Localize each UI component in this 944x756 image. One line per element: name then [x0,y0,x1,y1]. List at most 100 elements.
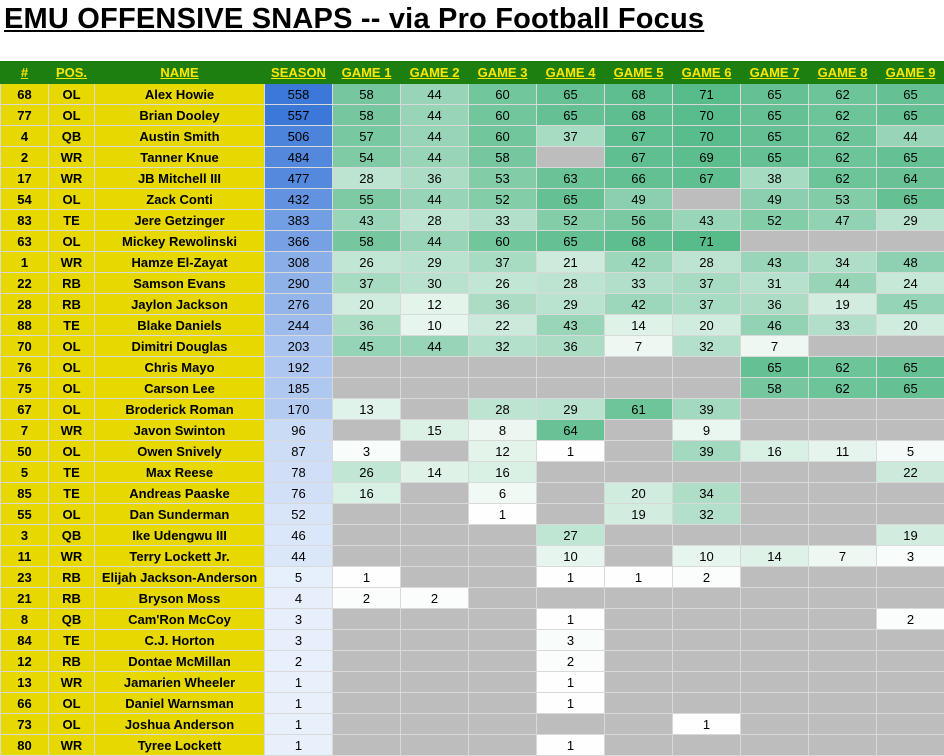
game-snaps-cell[interactable]: 36 [741,294,809,315]
header-game-5[interactable]: GAME 5 [605,62,673,84]
player-name-cell[interactable]: Owen Snively [95,441,265,462]
game-snaps-cell[interactable]: 37 [469,252,537,273]
game-snaps-cell[interactable] [605,546,673,567]
season-total-cell[interactable]: 1 [265,672,333,693]
game-snaps-cell[interactable] [605,672,673,693]
game-snaps-cell[interactable] [877,420,944,441]
game-snaps-cell[interactable]: 28 [537,273,605,294]
game-snaps-cell[interactable]: 65 [877,189,944,210]
player-name-cell[interactable]: Ike Udengwu III [95,525,265,546]
game-snaps-cell[interactable]: 24 [877,273,944,294]
game-snaps-cell[interactable] [401,441,469,462]
game-snaps-cell[interactable]: 19 [877,525,944,546]
game-snaps-cell[interactable]: 22 [469,315,537,336]
game-snaps-cell[interactable]: 60 [469,105,537,126]
game-snaps-cell[interactable]: 65 [877,378,944,399]
game-snaps-cell[interactable]: 52 [537,210,605,231]
player-name-cell[interactable]: Blake Daniels [95,315,265,336]
game-snaps-cell[interactable]: 70 [673,126,741,147]
game-snaps-cell[interactable]: 16 [469,462,537,483]
game-snaps-cell[interactable]: 44 [401,126,469,147]
game-snaps-cell[interactable]: 70 [673,105,741,126]
game-snaps-cell[interactable] [605,462,673,483]
game-snaps-cell[interactable] [877,231,944,252]
game-snaps-cell[interactable] [741,630,809,651]
position-cell[interactable]: OL [49,378,95,399]
season-total-cell[interactable]: 185 [265,378,333,399]
game-snaps-cell[interactable]: 7 [809,546,877,567]
game-snaps-cell[interactable]: 65 [741,126,809,147]
player-name-cell[interactable]: Broderick Roman [95,399,265,420]
game-snaps-cell[interactable]: 14 [605,315,673,336]
game-snaps-cell[interactable]: 21 [537,252,605,273]
player-name-cell[interactable]: Joshua Anderson [95,714,265,735]
season-total-cell[interactable]: 290 [265,273,333,294]
player-name-cell[interactable]: Austin Smith [95,126,265,147]
game-snaps-cell[interactable]: 1 [537,693,605,714]
position-cell[interactable]: WR [49,735,95,756]
game-snaps-cell[interactable]: 67 [605,147,673,168]
jersey-number-cell[interactable]: 88 [1,315,49,336]
game-snaps-cell[interactable] [809,420,877,441]
game-snaps-cell[interactable]: 2 [673,567,741,588]
game-snaps-cell[interactable] [401,525,469,546]
jersey-number-cell[interactable]: 75 [1,378,49,399]
game-snaps-cell[interactable] [809,630,877,651]
game-snaps-cell[interactable]: 60 [469,126,537,147]
position-cell[interactable]: OL [49,441,95,462]
jersey-number-cell[interactable]: 21 [1,588,49,609]
position-cell[interactable]: RB [49,588,95,609]
player-name-cell[interactable]: Jaylon Jackson [95,294,265,315]
season-total-cell[interactable]: 1 [265,735,333,756]
game-snaps-cell[interactable] [809,567,877,588]
game-snaps-cell[interactable] [469,630,537,651]
player-name-cell[interactable]: Mickey Rewolinski [95,231,265,252]
header-position[interactable]: POS. [49,62,95,84]
game-snaps-cell[interactable] [469,609,537,630]
jersey-number-cell[interactable]: 22 [1,273,49,294]
game-snaps-cell[interactable]: 37 [673,294,741,315]
jersey-number-cell[interactable]: 17 [1,168,49,189]
position-cell[interactable]: OL [49,336,95,357]
game-snaps-cell[interactable]: 65 [537,84,605,105]
game-snaps-cell[interactable] [401,483,469,504]
jersey-number-cell[interactable]: 85 [1,483,49,504]
game-snaps-cell[interactable]: 6 [469,483,537,504]
game-snaps-cell[interactable]: 65 [741,105,809,126]
game-snaps-cell[interactable]: 28 [401,210,469,231]
position-cell[interactable]: TE [49,483,95,504]
game-snaps-cell[interactable]: 62 [809,126,877,147]
game-snaps-cell[interactable]: 5 [877,441,944,462]
season-total-cell[interactable]: 506 [265,126,333,147]
position-cell[interactable]: TE [49,462,95,483]
game-snaps-cell[interactable] [469,651,537,672]
game-snaps-cell[interactable]: 19 [809,294,877,315]
season-total-cell[interactable]: 192 [265,357,333,378]
game-snaps-cell[interactable]: 63 [537,168,605,189]
game-snaps-cell[interactable]: 32 [673,504,741,525]
game-snaps-cell[interactable]: 46 [741,315,809,336]
game-snaps-cell[interactable]: 71 [673,231,741,252]
game-snaps-cell[interactable]: 43 [333,210,401,231]
game-snaps-cell[interactable] [401,651,469,672]
game-snaps-cell[interactable]: 49 [741,189,809,210]
position-cell[interactable]: OL [49,399,95,420]
season-total-cell[interactable]: 2 [265,651,333,672]
game-snaps-cell[interactable]: 56 [605,210,673,231]
game-snaps-cell[interactable] [809,462,877,483]
jersey-number-cell[interactable]: 70 [1,336,49,357]
header-game-7[interactable]: GAME 7 [741,62,809,84]
game-snaps-cell[interactable] [741,672,809,693]
game-snaps-cell[interactable]: 10 [537,546,605,567]
game-snaps-cell[interactable]: 65 [741,84,809,105]
jersey-number-cell[interactable]: 12 [1,651,49,672]
game-snaps-cell[interactable] [401,546,469,567]
position-cell[interactable]: WR [49,420,95,441]
header-game-4[interactable]: GAME 4 [537,62,605,84]
game-snaps-cell[interactable] [605,630,673,651]
game-snaps-cell[interactable]: 68 [605,84,673,105]
season-total-cell[interactable]: 44 [265,546,333,567]
game-snaps-cell[interactable]: 65 [877,147,944,168]
game-snaps-cell[interactable] [401,609,469,630]
game-snaps-cell[interactable] [673,357,741,378]
